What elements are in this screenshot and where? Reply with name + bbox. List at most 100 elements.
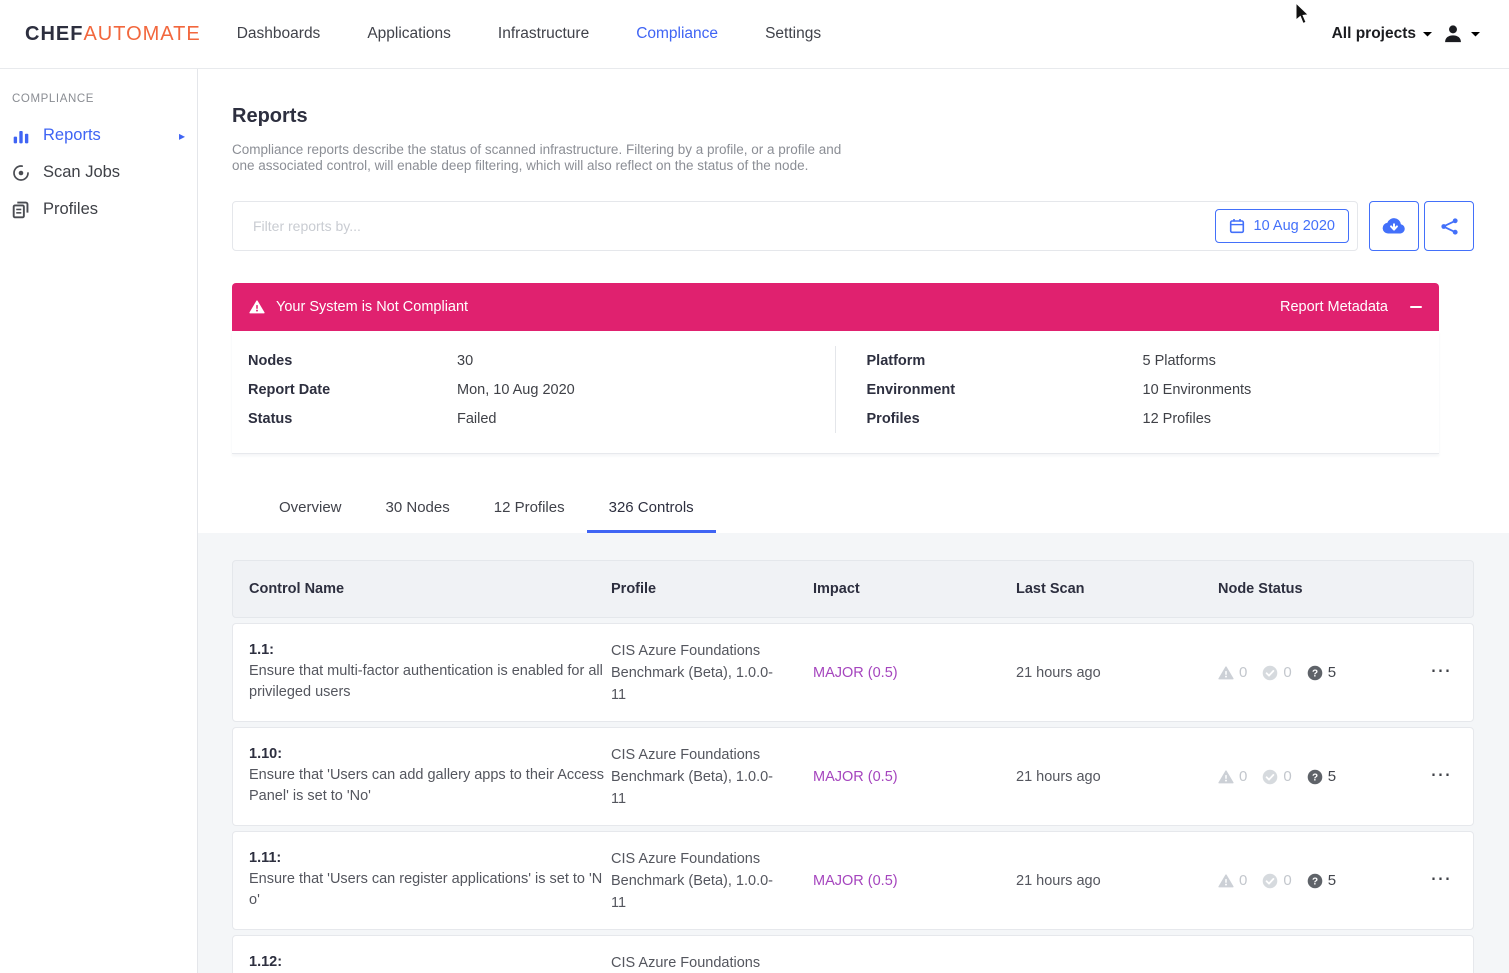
warning-count: 0 <box>1239 768 1248 785</box>
nav-item-applications[interactable]: Applications <box>367 25 451 42</box>
chef-automate-logo[interactable]: CHEFAUTOMATE <box>0 23 201 46</box>
mouse-cursor <box>1295 3 1310 25</box>
last-scan: 21 hours ago <box>1016 872 1101 889</box>
table-row[interactable]: 1.10: Ensure that 'Users can add gallery… <box>232 727 1474 826</box>
banner-message: Your System is Not Compliant <box>276 299 469 315</box>
share-report-button[interactable] <box>1424 201 1474 251</box>
sidebar-item-label: Scan Jobs <box>43 163 121 181</box>
col-header-node-status: Node Status <box>1218 581 1303 597</box>
filter-container: 10 Aug 2020 <box>232 201 1358 251</box>
sidebar-item-profiles[interactable]: Profiles <box>0 191 197 228</box>
metadata-row: Status Failed <box>232 404 835 433</box>
share-icon <box>1440 217 1458 235</box>
table-row[interactable]: 1.1: Ensure that multi-factor authentica… <box>232 623 1474 722</box>
collapse-metadata-button[interactable] <box>1410 306 1422 308</box>
filter-toolbar: 10 Aug 2020 <box>232 201 1474 251</box>
metadata-label: Platform <box>866 352 926 369</box>
passed-count: 0 <box>1283 664 1292 681</box>
metadata-label: Status <box>248 410 293 427</box>
control-id: 1.11: <box>249 850 282 866</box>
table-row[interactable]: 1.12: Ensure that 'Guest users permissio… <box>232 935 1474 973</box>
radar-icon <box>13 164 29 181</box>
row-menu-button[interactable]: ⋯ <box>1430 658 1451 682</box>
metadata-row: Nodes 30 <box>232 346 835 375</box>
passed-count: 0 <box>1283 768 1292 785</box>
nav-item-settings[interactable]: Settings <box>765 25 822 42</box>
report-metadata-toggle[interactable]: Report Metadata <box>1279 299 1388 315</box>
question-circle-icon <box>1307 769 1323 785</box>
sidebar-item-label: Reports <box>43 126 101 144</box>
control-description: Ensure that 'Users can add gallery apps … <box>249 767 604 804</box>
sidebar-item-reports[interactable]: Reports ▸ <box>0 117 197 154</box>
row-menu-button[interactable]: ⋯ <box>1430 866 1451 890</box>
row-menu-button[interactable]: ⋯ <box>1430 762 1451 786</box>
check-circle-icon <box>1262 873 1278 889</box>
sidebar-section-label: COMPLIANCE <box>12 93 95 105</box>
metadata-value: Mon, 10 Aug 2020 <box>457 381 575 398</box>
metadata-row: Environment 10 Environments <box>836 375 1440 404</box>
profile-name: CIS Azure Foundations Benchmark (Beta), … <box>611 747 773 807</box>
unknown-count: 5 <box>1327 872 1337 889</box>
control-id: 1.10: <box>249 746 283 762</box>
sidebar-item-scan-jobs[interactable]: Scan Jobs <box>0 154 197 191</box>
control-id: 1.12: <box>249 954 283 970</box>
page-title: Reports <box>232 105 308 127</box>
report-metadata-panel: Nodes 30 Report Date Mon, 10 Aug 2020 St… <box>232 331 1439 454</box>
report-tabs: Overview 30 Nodes 12 Profiles 326 Contro… <box>232 484 1474 533</box>
projects-filter-button[interactable]: All projects <box>1332 25 1433 43</box>
unknown-count: 5 <box>1327 664 1337 681</box>
metadata-row: Report Date Mon, 10 Aug 2020 <box>232 375 835 404</box>
tab-overview[interactable]: Overview <box>279 499 342 516</box>
question-circle-icon <box>1307 665 1323 681</box>
warning-icon <box>1218 873 1234 889</box>
nav-item-dashboards[interactable]: Dashboards <box>236 25 321 42</box>
nav-item-infrastructure[interactable]: Infrastructure <box>497 25 590 42</box>
tab-controls[interactable]: 326 Controls <box>586 484 716 533</box>
tab-nodes[interactable]: 30 Nodes <box>385 499 450 516</box>
tab-profiles[interactable]: 12 Profiles <box>493 499 565 516</box>
user-menu-button[interactable] <box>1442 23 1481 45</box>
chevron-down-icon <box>1422 31 1433 38</box>
node-status-counts: 0 0 5 <box>1218 872 1423 889</box>
col-header-last-scan: Last Scan <box>1016 581 1085 597</box>
last-scan: 21 hours ago <box>1016 664 1101 681</box>
top-nav-menu: Dashboards Applications Infrastructure C… <box>237 25 821 43</box>
warning-icon <box>249 299 265 315</box>
document-stack-icon <box>12 201 29 218</box>
warning-icon <box>1218 665 1234 681</box>
metadata-label: Profiles <box>866 410 920 427</box>
warning-count: 0 <box>1239 872 1248 889</box>
metadata-label: Environment <box>866 381 956 398</box>
col-header-profile: Profile <box>611 581 657 597</box>
profile-name: CIS Azure Foundations Benchmark (Beta), … <box>611 643 773 703</box>
warning-icon <box>1218 769 1234 785</box>
control-description: Ensure that multi-factor authentication … <box>249 663 603 700</box>
filter-reports-input[interactable] <box>233 218 1215 234</box>
top-nav: CHEFAUTOMATE Dashboards Applications Inf… <box>0 0 1509 69</box>
caret-right-icon: ▸ <box>178 128 185 143</box>
date-picker-button[interactable]: 10 Aug 2020 <box>1214 209 1349 243</box>
metadata-label: Report Date <box>248 381 331 398</box>
compliance-sidebar: COMPLIANCE Reports ▸ Scan Jobs <box>0 69 198 973</box>
metadata-value: 5 Platforms <box>1142 352 1216 369</box>
controls-table-section: Control Name Profile Impact Last Scan No… <box>198 533 1509 973</box>
user-icon <box>1445 25 1461 43</box>
table-header-row: Control Name Profile Impact Last Scan No… <box>232 560 1474 618</box>
projects-filter-label: All projects <box>1331 25 1416 42</box>
logo-chef: CHEF <box>25 22 84 45</box>
warning-count: 0 <box>1239 664 1248 681</box>
unknown-count: 5 <box>1327 768 1337 785</box>
table-row[interactable]: 1.11: Ensure that 'Users can register ap… <box>232 831 1474 930</box>
profile-name: CIS Azure Foundations Benchmark (Beta), … <box>611 955 761 971</box>
control-id: 1.1: <box>249 642 274 658</box>
logo-automate: AUTOMATE <box>83 22 201 45</box>
nav-item-compliance[interactable]: Compliance <box>636 25 719 42</box>
download-report-button[interactable] <box>1369 201 1419 251</box>
metadata-row: Platform 5 Platforms <box>836 346 1440 375</box>
check-circle-icon <box>1262 665 1278 681</box>
metadata-value: 12 Profiles <box>1142 410 1212 427</box>
node-status-counts: 0 0 5 <box>1218 664 1423 681</box>
impact-badge: MAJOR (0.5) <box>813 872 898 889</box>
last-scan: 21 hours ago <box>1016 768 1101 785</box>
question-circle-icon <box>1307 873 1323 889</box>
